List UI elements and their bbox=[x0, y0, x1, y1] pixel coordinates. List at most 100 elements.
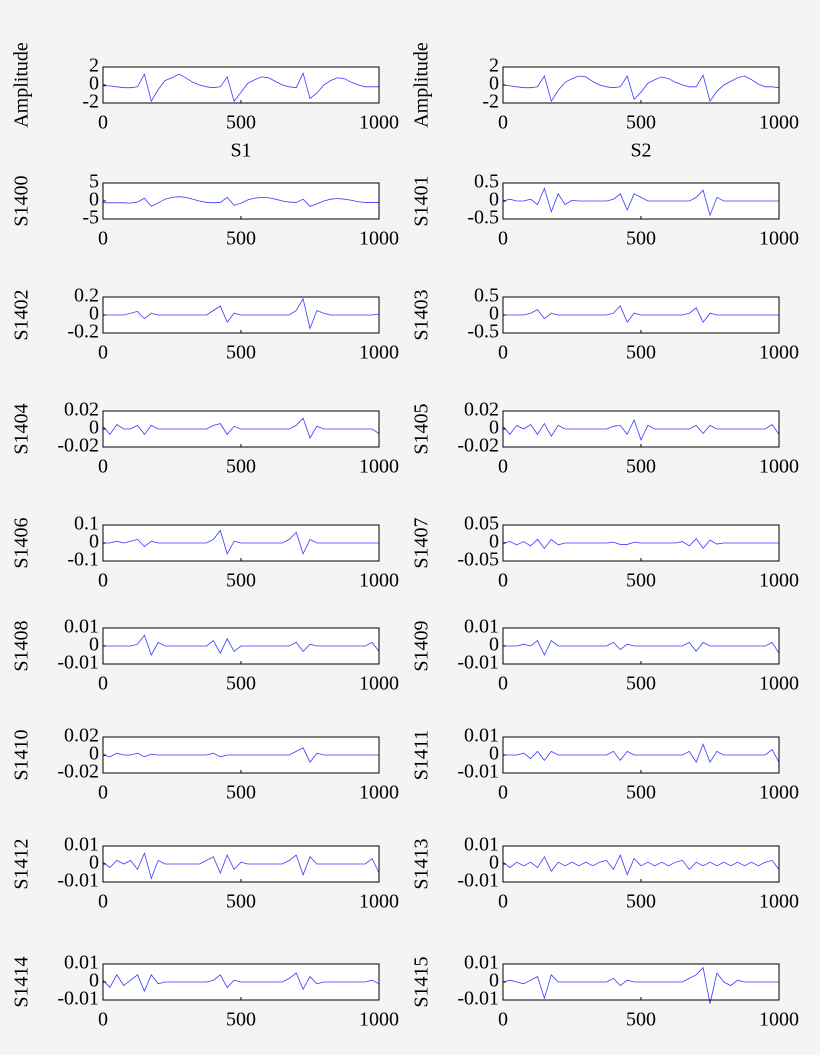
y-tick-label: -0.01 bbox=[57, 652, 99, 674]
y-tick-label: 0 bbox=[489, 852, 499, 874]
y-tick-label: -0.01 bbox=[457, 870, 499, 892]
y-tick-label: 0.01 bbox=[64, 952, 99, 974]
y-tick-label: 0 bbox=[89, 634, 99, 656]
y-axis-label: S1415 bbox=[411, 956, 433, 1007]
signal-line bbox=[102, 747, 379, 763]
x-tick-label: 1000 bbox=[359, 228, 399, 250]
signal-line bbox=[103, 297, 380, 330]
x-tick-label: 500 bbox=[626, 228, 656, 250]
x-tick-label: 0 bbox=[498, 891, 508, 913]
x-tick-label: 0 bbox=[98, 570, 108, 592]
y-axis-label: Amplitude bbox=[411, 42, 433, 128]
y-tick-label: 0 bbox=[89, 417, 99, 439]
x-tick-label: 500 bbox=[226, 673, 256, 695]
x-tick-label: 500 bbox=[626, 112, 656, 134]
y-tick-label: 0 bbox=[489, 743, 499, 765]
signal-line bbox=[502, 966, 779, 1004]
x-tick-label: 500 bbox=[626, 782, 656, 804]
x-tick-label: 0 bbox=[498, 782, 508, 804]
x-tick-label: 500 bbox=[626, 570, 656, 592]
y-tick-label: 0 bbox=[489, 303, 499, 325]
x-tick-label: 1000 bbox=[359, 782, 399, 804]
y-axis-label: S1412 bbox=[11, 838, 33, 889]
y-tick-label: 0 bbox=[89, 303, 99, 325]
y-tick-label: 0.01 bbox=[464, 725, 499, 747]
y-tick-label: -5 bbox=[82, 207, 99, 229]
x-tick-label: 1000 bbox=[759, 570, 799, 592]
signal-line bbox=[503, 305, 779, 323]
signal-line bbox=[103, 72, 379, 103]
y-tick-label: -0.01 bbox=[457, 761, 499, 783]
y-tick-label: 0 bbox=[489, 417, 499, 439]
signal-line bbox=[503, 743, 780, 764]
plot-area bbox=[103, 183, 379, 219]
y-tick-label: 5 bbox=[89, 171, 99, 193]
y-tick-label: 0.01 bbox=[464, 834, 499, 856]
y-tick-label: 0 bbox=[489, 189, 499, 211]
y-tick-label: 0 bbox=[489, 634, 499, 656]
x-tick-label: 500 bbox=[226, 891, 256, 913]
signal-line bbox=[103, 529, 379, 555]
y-tick-label: 0 bbox=[489, 73, 499, 95]
y-tick-label: 0 bbox=[89, 743, 99, 765]
signal-line bbox=[502, 418, 780, 441]
plot-area bbox=[503, 67, 779, 103]
y-tick-label: -0.2 bbox=[67, 321, 99, 343]
x-tick-label: 500 bbox=[626, 456, 656, 478]
x-tick-label: 0 bbox=[498, 1009, 508, 1031]
y-tick-label: 0.05 bbox=[464, 513, 499, 535]
x-tick-label: 1000 bbox=[359, 673, 399, 695]
x-tick-label: 500 bbox=[226, 1009, 256, 1031]
x-tick-label: 1000 bbox=[359, 112, 399, 134]
y-axis-label: S1408 bbox=[11, 620, 33, 671]
x-tick-label: 0 bbox=[98, 456, 108, 478]
x-tick-label: 500 bbox=[226, 228, 256, 250]
x-tick-label: 500 bbox=[226, 456, 256, 478]
y-axis-label: S1406 bbox=[11, 517, 33, 568]
x-tick-label: 1000 bbox=[759, 1009, 799, 1031]
y-axis-label: S1403 bbox=[411, 289, 433, 340]
y-tick-label: 0 bbox=[89, 189, 99, 211]
x-tick-label: 1000 bbox=[359, 456, 399, 478]
y-tick-label: 0.5 bbox=[474, 171, 499, 193]
y-tick-label: -0.05 bbox=[457, 549, 499, 571]
y-axis-label: S1400 bbox=[11, 175, 33, 226]
y-axis-label: S1405 bbox=[411, 403, 433, 454]
x-tick-label: 0 bbox=[498, 342, 508, 364]
y-axis-label: S1401 bbox=[411, 175, 433, 226]
x-tick-label: 0 bbox=[98, 673, 108, 695]
signal-line bbox=[103, 634, 380, 656]
y-tick-label: 0 bbox=[89, 73, 99, 95]
y-tick-label: 0 bbox=[489, 970, 499, 992]
x-tick-label: 1000 bbox=[759, 112, 799, 134]
y-axis-label: S1413 bbox=[411, 838, 433, 889]
x-tick-label: 500 bbox=[626, 342, 656, 364]
signal-line bbox=[502, 538, 779, 550]
x-tick-label: 500 bbox=[626, 1009, 656, 1031]
x-tick-label: 500 bbox=[226, 570, 256, 592]
y-tick-label: -0.5 bbox=[467, 207, 499, 229]
y-tick-label: 0 bbox=[89, 970, 99, 992]
x-tick-label: 1000 bbox=[359, 1009, 399, 1031]
x-tick-label: 1000 bbox=[759, 456, 799, 478]
y-tick-label: -0.01 bbox=[457, 988, 499, 1010]
y-tick-label: 0.1 bbox=[74, 513, 99, 535]
x-tick-label: 500 bbox=[226, 112, 256, 134]
y-tick-label: -0.02 bbox=[57, 435, 99, 457]
y-tick-label: 2 bbox=[89, 55, 99, 77]
y-axis-label: Amplitude bbox=[11, 42, 33, 128]
x-tick-label: 1000 bbox=[759, 891, 799, 913]
x-axis-label: S2 bbox=[630, 140, 651, 162]
x-tick-label: 1000 bbox=[759, 782, 799, 804]
plot-area bbox=[103, 67, 379, 103]
x-tick-label: 0 bbox=[98, 891, 108, 913]
x-tick-label: 1000 bbox=[759, 673, 799, 695]
y-axis-label: S1407 bbox=[411, 517, 433, 568]
signal-line bbox=[102, 417, 380, 439]
y-tick-label: 0 bbox=[89, 852, 99, 874]
plot-area bbox=[503, 846, 779, 882]
x-tick-label: 0 bbox=[498, 456, 508, 478]
x-tick-label: 0 bbox=[498, 228, 508, 250]
